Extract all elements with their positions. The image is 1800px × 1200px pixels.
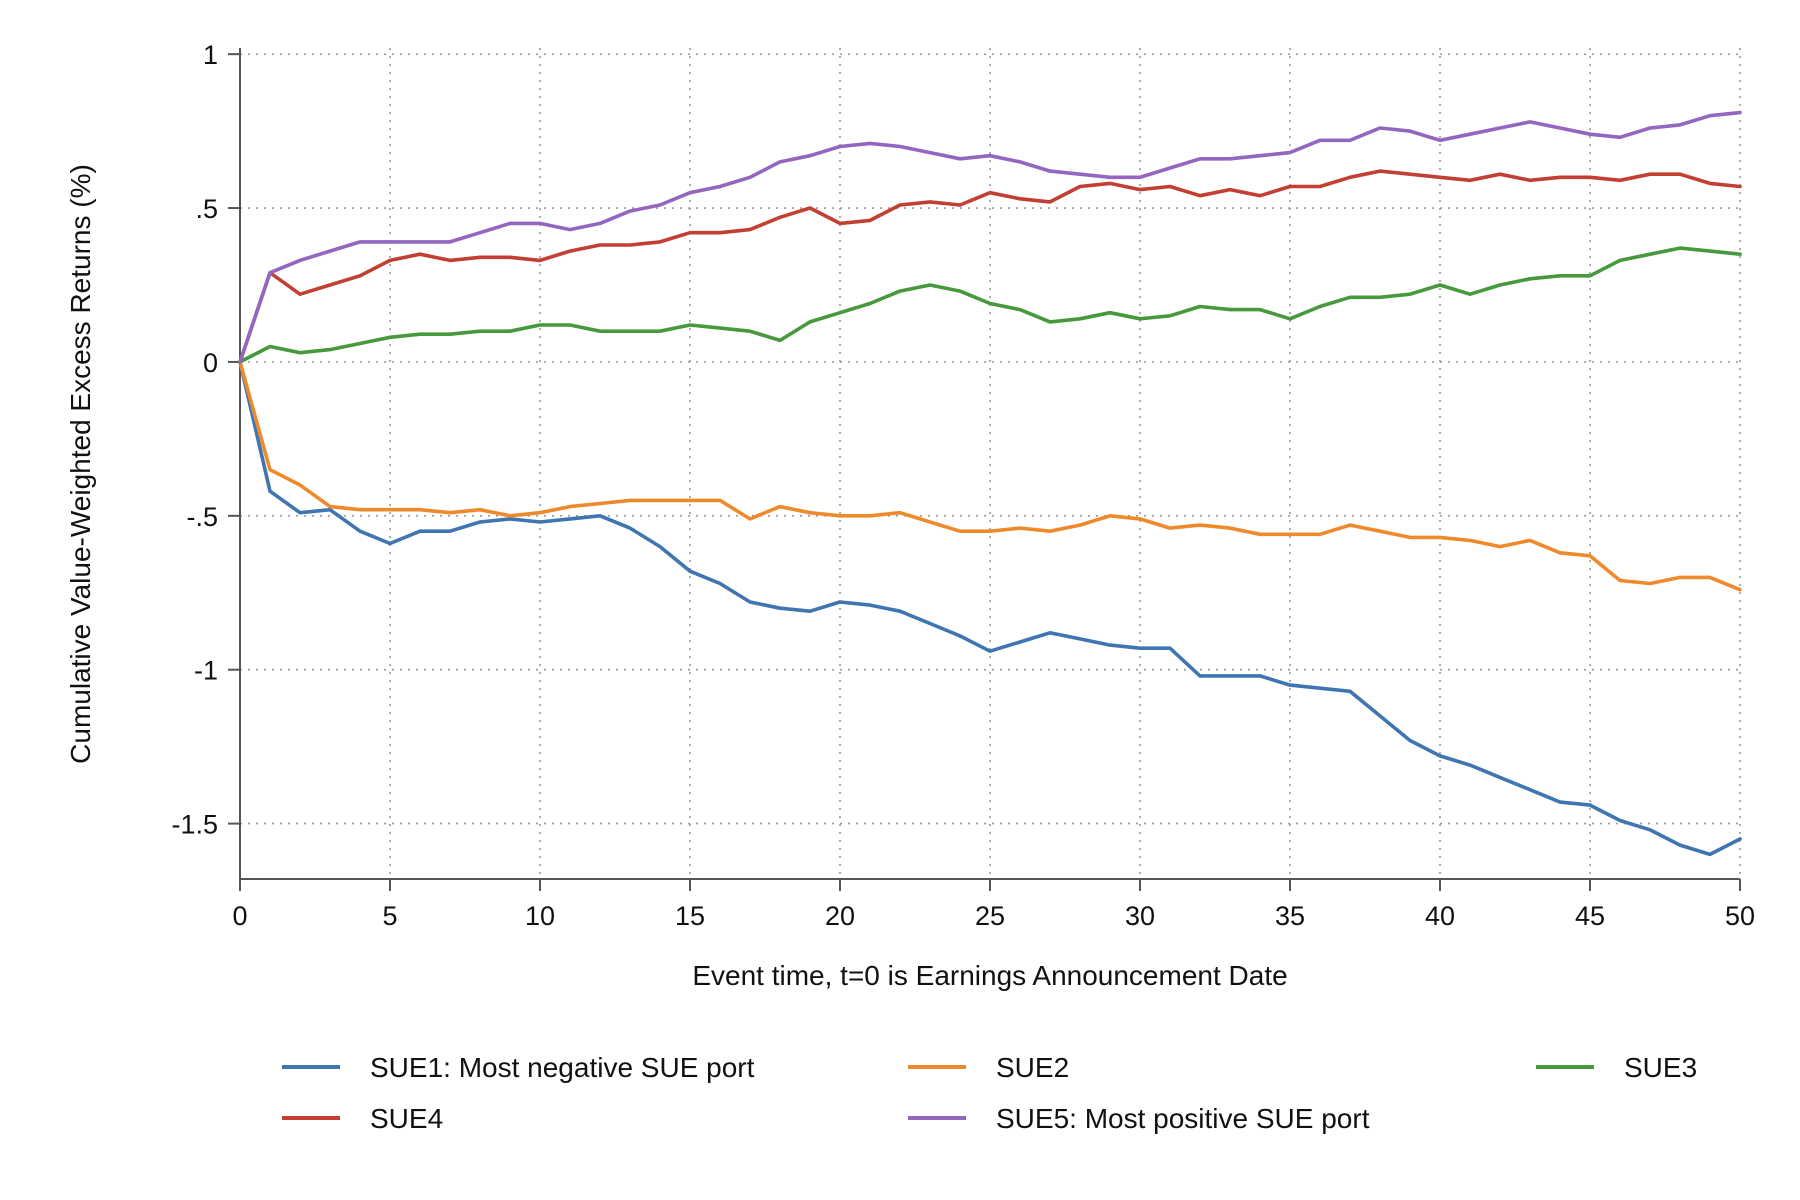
legend-label: SUE3 [1624, 1052, 1697, 1083]
x-tick-label: 35 [1275, 901, 1305, 931]
series-line-sue3 [238, 246, 1742, 364]
grid-lines [239, 48, 1741, 879]
x-tick-label: 50 [1725, 901, 1755, 931]
legend-label: SUE5: Most positive SUE port [996, 1103, 1370, 1134]
x-tick-label: 0 [232, 901, 247, 931]
y-tick-label: .5 [195, 194, 218, 224]
y-tick-label: 0 [203, 348, 218, 378]
series-line-sue4 [238, 169, 1742, 364]
axes [239, 48, 1740, 880]
legend: SUE1: Most negative SUE port SUE2 SUE3 SUE4… [282, 1052, 1697, 1134]
y-tick-label: -1.5 [171, 810, 218, 840]
series-line-sue2 [238, 360, 1742, 592]
legend-label: SUE4 [370, 1103, 443, 1134]
x-tick-label: 30 [1125, 901, 1155, 931]
y-tick-label: -.5 [186, 502, 218, 532]
legend-label: SUE1: Most negative SUE port [370, 1052, 755, 1083]
y-tick-label: -1 [194, 656, 218, 686]
x-axis-title: Event time, t=0 is Earnings Announcement… [692, 960, 1287, 991]
y-ticks: 1 .5 0 -.5 -1 -1.5 [171, 40, 240, 840]
y-tick-label: 1 [203, 40, 218, 70]
x-tick-label: 15 [675, 901, 705, 931]
x-tick-label: 5 [382, 901, 397, 931]
y-axis-title: Cumulative Value-Weighted Excess Returns… [65, 164, 96, 764]
series-lines [238, 110, 1742, 857]
x-tick-label: 40 [1425, 901, 1455, 931]
legend-label: SUE2 [996, 1052, 1069, 1083]
x-tick-label: 20 [825, 901, 855, 931]
series-line-sue5 [238, 110, 1742, 364]
x-ticks: 0 5 10 15 20 25 30 35 40 45 50 [232, 879, 1755, 931]
x-tick-label: 45 [1575, 901, 1605, 931]
x-tick-label: 25 [975, 901, 1005, 931]
x-tick-label: 10 [525, 901, 555, 931]
series-line-sue1 [238, 360, 1742, 857]
